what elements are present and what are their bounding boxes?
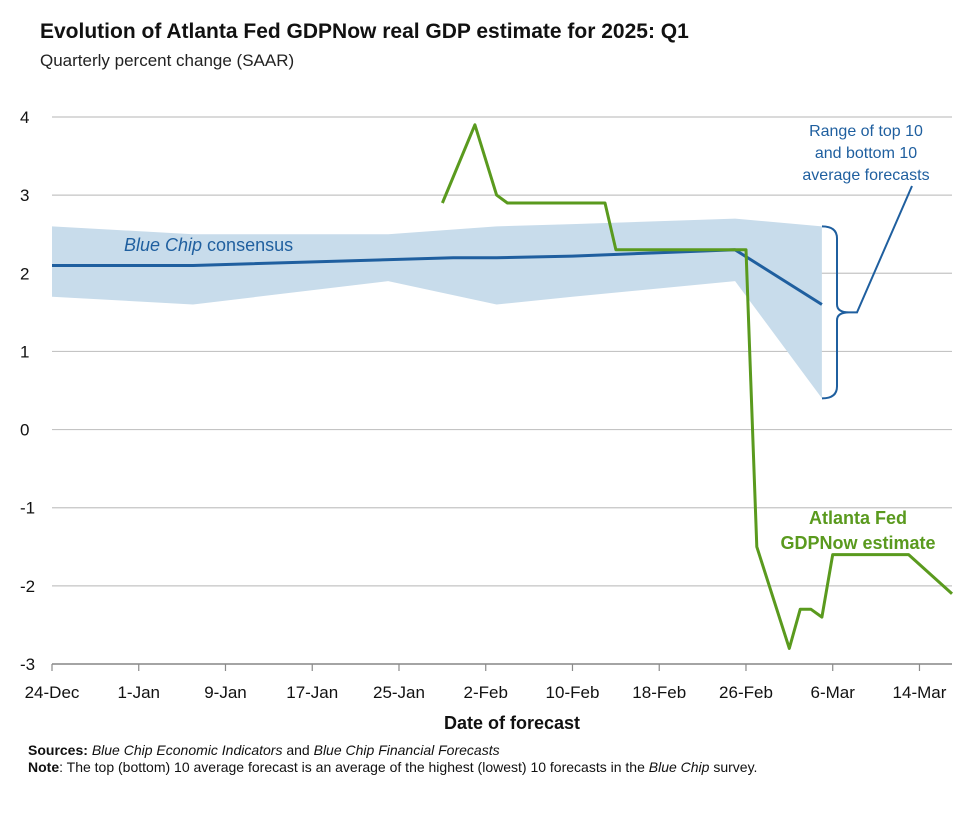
gdpnow-annotation-line-1: Atlanta Fed — [809, 508, 907, 528]
x-tick-label: 18-Feb — [632, 683, 686, 702]
y-tick-label: 3 — [20, 186, 29, 205]
note-text-1: : The top (bottom) 10 average forecast i… — [59, 759, 649, 775]
x-tick-label: 1-Jan — [117, 683, 160, 702]
gdpnow-annotation-line-2: GDPNow estimate — [780, 533, 935, 553]
x-tick-label: 17-Jan — [286, 683, 338, 702]
chart-area: 4 3 2 1 0 -1 -2 -3 24-Dec 1-Jan 9-Jan 17-Jan 25-Jan 2… — [20, 108, 954, 733]
chart-title: Evolution of Atlanta Fed GDPNow real GDP… — [40, 20, 689, 43]
annotations-layer: Blue Chip consensus Range of top 10 and bo… — [124, 123, 936, 553]
sources-label: Sources: — [28, 742, 88, 758]
range-bracket — [821, 225, 850, 400]
blue-chip-consensus-label: Blue Chip consensus — [124, 235, 293, 255]
x-tick-label: 6-Mar — [811, 683, 856, 702]
series-lines-layer — [52, 123, 954, 650]
range-annotation-line-1: Range of top 10 — [809, 123, 923, 140]
blue-chip-rest: consensus — [202, 235, 293, 255]
x-tick-label: 25-Jan — [373, 683, 425, 702]
y-tick-label: 0 — [20, 421, 29, 440]
axes-layer: 4 3 2 1 0 -1 -2 -3 24-Dec 1-Jan 9-Jan 17-Jan 25-Jan 2… — [20, 108, 952, 733]
y-tick-label: 4 — [20, 108, 29, 127]
x-tick-label: 24-Dec — [25, 683, 80, 702]
range-pointer-line — [849, 185, 913, 314]
sources-publication-2: Blue Chip Financial Forecasts — [313, 742, 500, 758]
y-tick-label: 1 — [20, 342, 29, 361]
note-line: Note: The top (bottom) 10 average foreca… — [28, 759, 928, 776]
y-tick-label: -2 — [20, 577, 35, 596]
note-italic: Blue Chip — [648, 759, 710, 775]
atlanta-fed-gdpnow-estimate-line — [441, 123, 954, 650]
y-tick-label: -3 — [20, 655, 35, 674]
x-tick-label: 9-Jan — [204, 683, 247, 702]
sources-and: and — [282, 742, 314, 758]
note-label: Note — [28, 759, 60, 775]
x-tick-label: 10-Feb — [546, 683, 600, 702]
y-tick-label: 2 — [20, 264, 29, 283]
x-tick-label: 14-Mar — [893, 683, 947, 702]
x-axis-title: Date of forecast — [444, 713, 580, 733]
blue-chip-italic: Blue Chip — [124, 235, 202, 255]
x-tick-label: 26-Feb — [719, 683, 773, 702]
range-annotation-line-2: and bottom 10 — [815, 145, 917, 162]
chart-subtitle: Quarterly percent change (SAAR) — [40, 51, 295, 70]
range-annotation-line-3: average forecasts — [802, 167, 929, 184]
chart-footer: Sources: Blue Chip Economic Indicators a… — [28, 742, 928, 776]
note-text-2: survey. — [709, 759, 758, 775]
y-tick-label: -1 — [20, 499, 35, 518]
x-tick-label: 2-Feb — [464, 683, 508, 702]
sources-line: Sources: Blue Chip Economic Indicators a… — [28, 742, 928, 759]
sources-publication-1: Blue Chip Economic Indicators — [91, 742, 283, 758]
